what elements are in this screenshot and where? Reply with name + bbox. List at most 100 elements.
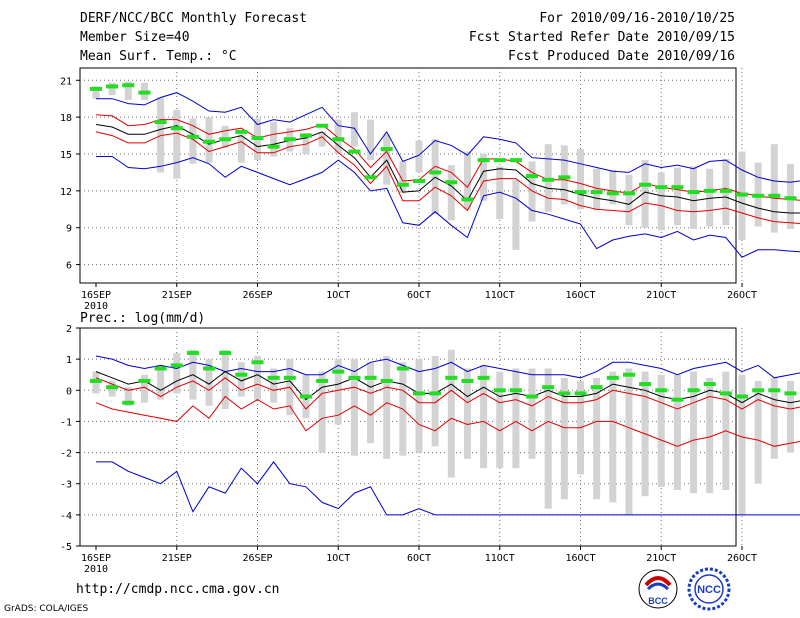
temp-median-marker: [477, 158, 490, 163]
prec-spread-box: [657, 374, 665, 487]
prec-median-marker: [703, 382, 716, 387]
temp-median-marker: [526, 174, 539, 179]
temp-spread-box: [770, 144, 778, 233]
prec-median-marker: [90, 378, 102, 383]
prec-panel-title: Prec.: log(mm/d): [80, 311, 205, 326]
temp-spread-box: [221, 125, 229, 148]
temp-median-marker: [752, 193, 765, 198]
prec-y-tick-label: 2: [66, 324, 72, 335]
prec-spread-box: [205, 359, 213, 406]
temp-median-marker: [590, 190, 603, 195]
prec-spread-box: [609, 371, 617, 503]
prec-spread-box: [124, 387, 132, 406]
temp-spread-box: [593, 168, 601, 211]
prec-y-tick-label: -4: [60, 511, 72, 522]
prec-x-tick-label: 1OCT: [326, 553, 350, 564]
prec-median-marker: [122, 400, 135, 405]
prec-spread-box: [173, 352, 181, 394]
started-date: Fcst Started Refer Date 2010/09/15: [468, 30, 735, 45]
temp-spread-box: [625, 174, 633, 226]
temp-x-tick-label: 26OCT: [727, 290, 757, 301]
temp-y-tick-label: 6: [66, 261, 72, 272]
prec-median-marker: [283, 375, 296, 380]
temp-median-marker: [396, 182, 409, 187]
source-url[interactable]: http://cmdp.ncc.cma.gov.cn: [76, 582, 280, 597]
prec-median-marker: [509, 388, 522, 393]
temp-median-marker: [299, 133, 312, 138]
prec-median-marker: [752, 388, 765, 393]
grads-credit: GrADS: COLA/IGES: [4, 604, 89, 614]
prec-spread-box: [318, 371, 326, 453]
prec-x-tick-label: 11OCT: [485, 553, 515, 564]
prec-median-marker: [736, 394, 748, 399]
temp-spread-box: [302, 133, 310, 154]
prec-spread-box: [528, 368, 536, 459]
prec-median-marker: [558, 391, 571, 396]
prec-median-marker: [186, 350, 199, 355]
prec-y-tick-label: -2: [60, 449, 72, 460]
temp-median-marker: [348, 149, 361, 154]
prec-median-marker: [429, 391, 442, 396]
chart-title: DERF/NCC/BCC Monthly Forecast: [80, 11, 307, 26]
temp-median-marker: [138, 90, 151, 95]
prec-median-marker: [784, 391, 797, 396]
prec-spread-box: [415, 359, 423, 453]
temp-median-marker: [558, 175, 571, 180]
prec-spread-box: [383, 356, 391, 459]
temp-median-marker: [687, 190, 700, 195]
prec-median-marker: [655, 388, 668, 393]
prec-spread-box: [254, 356, 261, 400]
temp-median-marker: [283, 137, 296, 142]
temp-spread-box: [173, 109, 181, 179]
prec-y-tick-label: -3: [60, 480, 72, 491]
temp-spread-box: [189, 118, 197, 164]
temp-spread-box: [92, 86, 100, 99]
prec-median-marker: [542, 385, 555, 390]
bcc-logo-text: BCC: [648, 596, 668, 606]
temp-inner-low-line: [95, 131, 800, 225]
prec-spread-box: [463, 368, 471, 459]
temp-median-marker: [106, 84, 119, 89]
temp-median-marker: [622, 191, 635, 196]
forecast-period: For 2010/09/16-2010/10/25: [539, 11, 735, 26]
temp-median-marker: [655, 185, 668, 190]
prec-spread-box: [496, 371, 504, 469]
prec-spread-box: [237, 362, 245, 397]
temp-spread-box: [415, 140, 423, 173]
prec-x-tick-label: 21SEP: [162, 553, 192, 564]
temp-spread-box: [657, 172, 665, 231]
prec-median-marker: [606, 375, 619, 380]
prec-y-tick-label: -1: [60, 417, 72, 428]
prec-median-marker: [235, 372, 248, 377]
temp-x-tick-label: 11OCT: [485, 290, 515, 301]
temp-spread-box: [496, 166, 504, 220]
prec-inner-lower-line: [95, 395, 800, 447]
temp-x-tick-label: 16SEP: [81, 290, 111, 301]
temp-spread-box: [528, 161, 536, 222]
prec-spread-box: [334, 359, 342, 425]
prec-median-marker: [687, 388, 700, 393]
temp-median-marker: [445, 180, 458, 185]
member-size: Member Size=40: [80, 30, 190, 45]
prec-spread-box: [350, 359, 358, 456]
prec-x-tick-label: 21OCT: [646, 553, 676, 564]
temp-spread-box: [706, 168, 714, 227]
temp-spread-box: [124, 81, 132, 100]
temp-median-marker: [267, 144, 280, 149]
temp-x-tick-label: 26SEP: [242, 290, 272, 301]
temp-median-marker: [186, 134, 199, 139]
prec-median-marker: [203, 366, 216, 371]
temp-spread-box: [577, 149, 584, 210]
temp-median-marker: [122, 83, 135, 88]
prec-spread-box: [560, 377, 568, 500]
prec-median-marker: [170, 363, 183, 368]
prec-median-marker: [461, 378, 474, 383]
prec-spread-box: [367, 362, 375, 444]
prec-median-marker: [413, 391, 425, 396]
temp-outer-high-line: [96, 92, 800, 183]
temp-spread-box: [399, 161, 407, 194]
temp-y-tick-label: 15: [60, 150, 72, 161]
temp-median-marker: [364, 175, 377, 180]
prec-spread-box: [270, 368, 278, 403]
prec-spread-box: [593, 377, 601, 500]
